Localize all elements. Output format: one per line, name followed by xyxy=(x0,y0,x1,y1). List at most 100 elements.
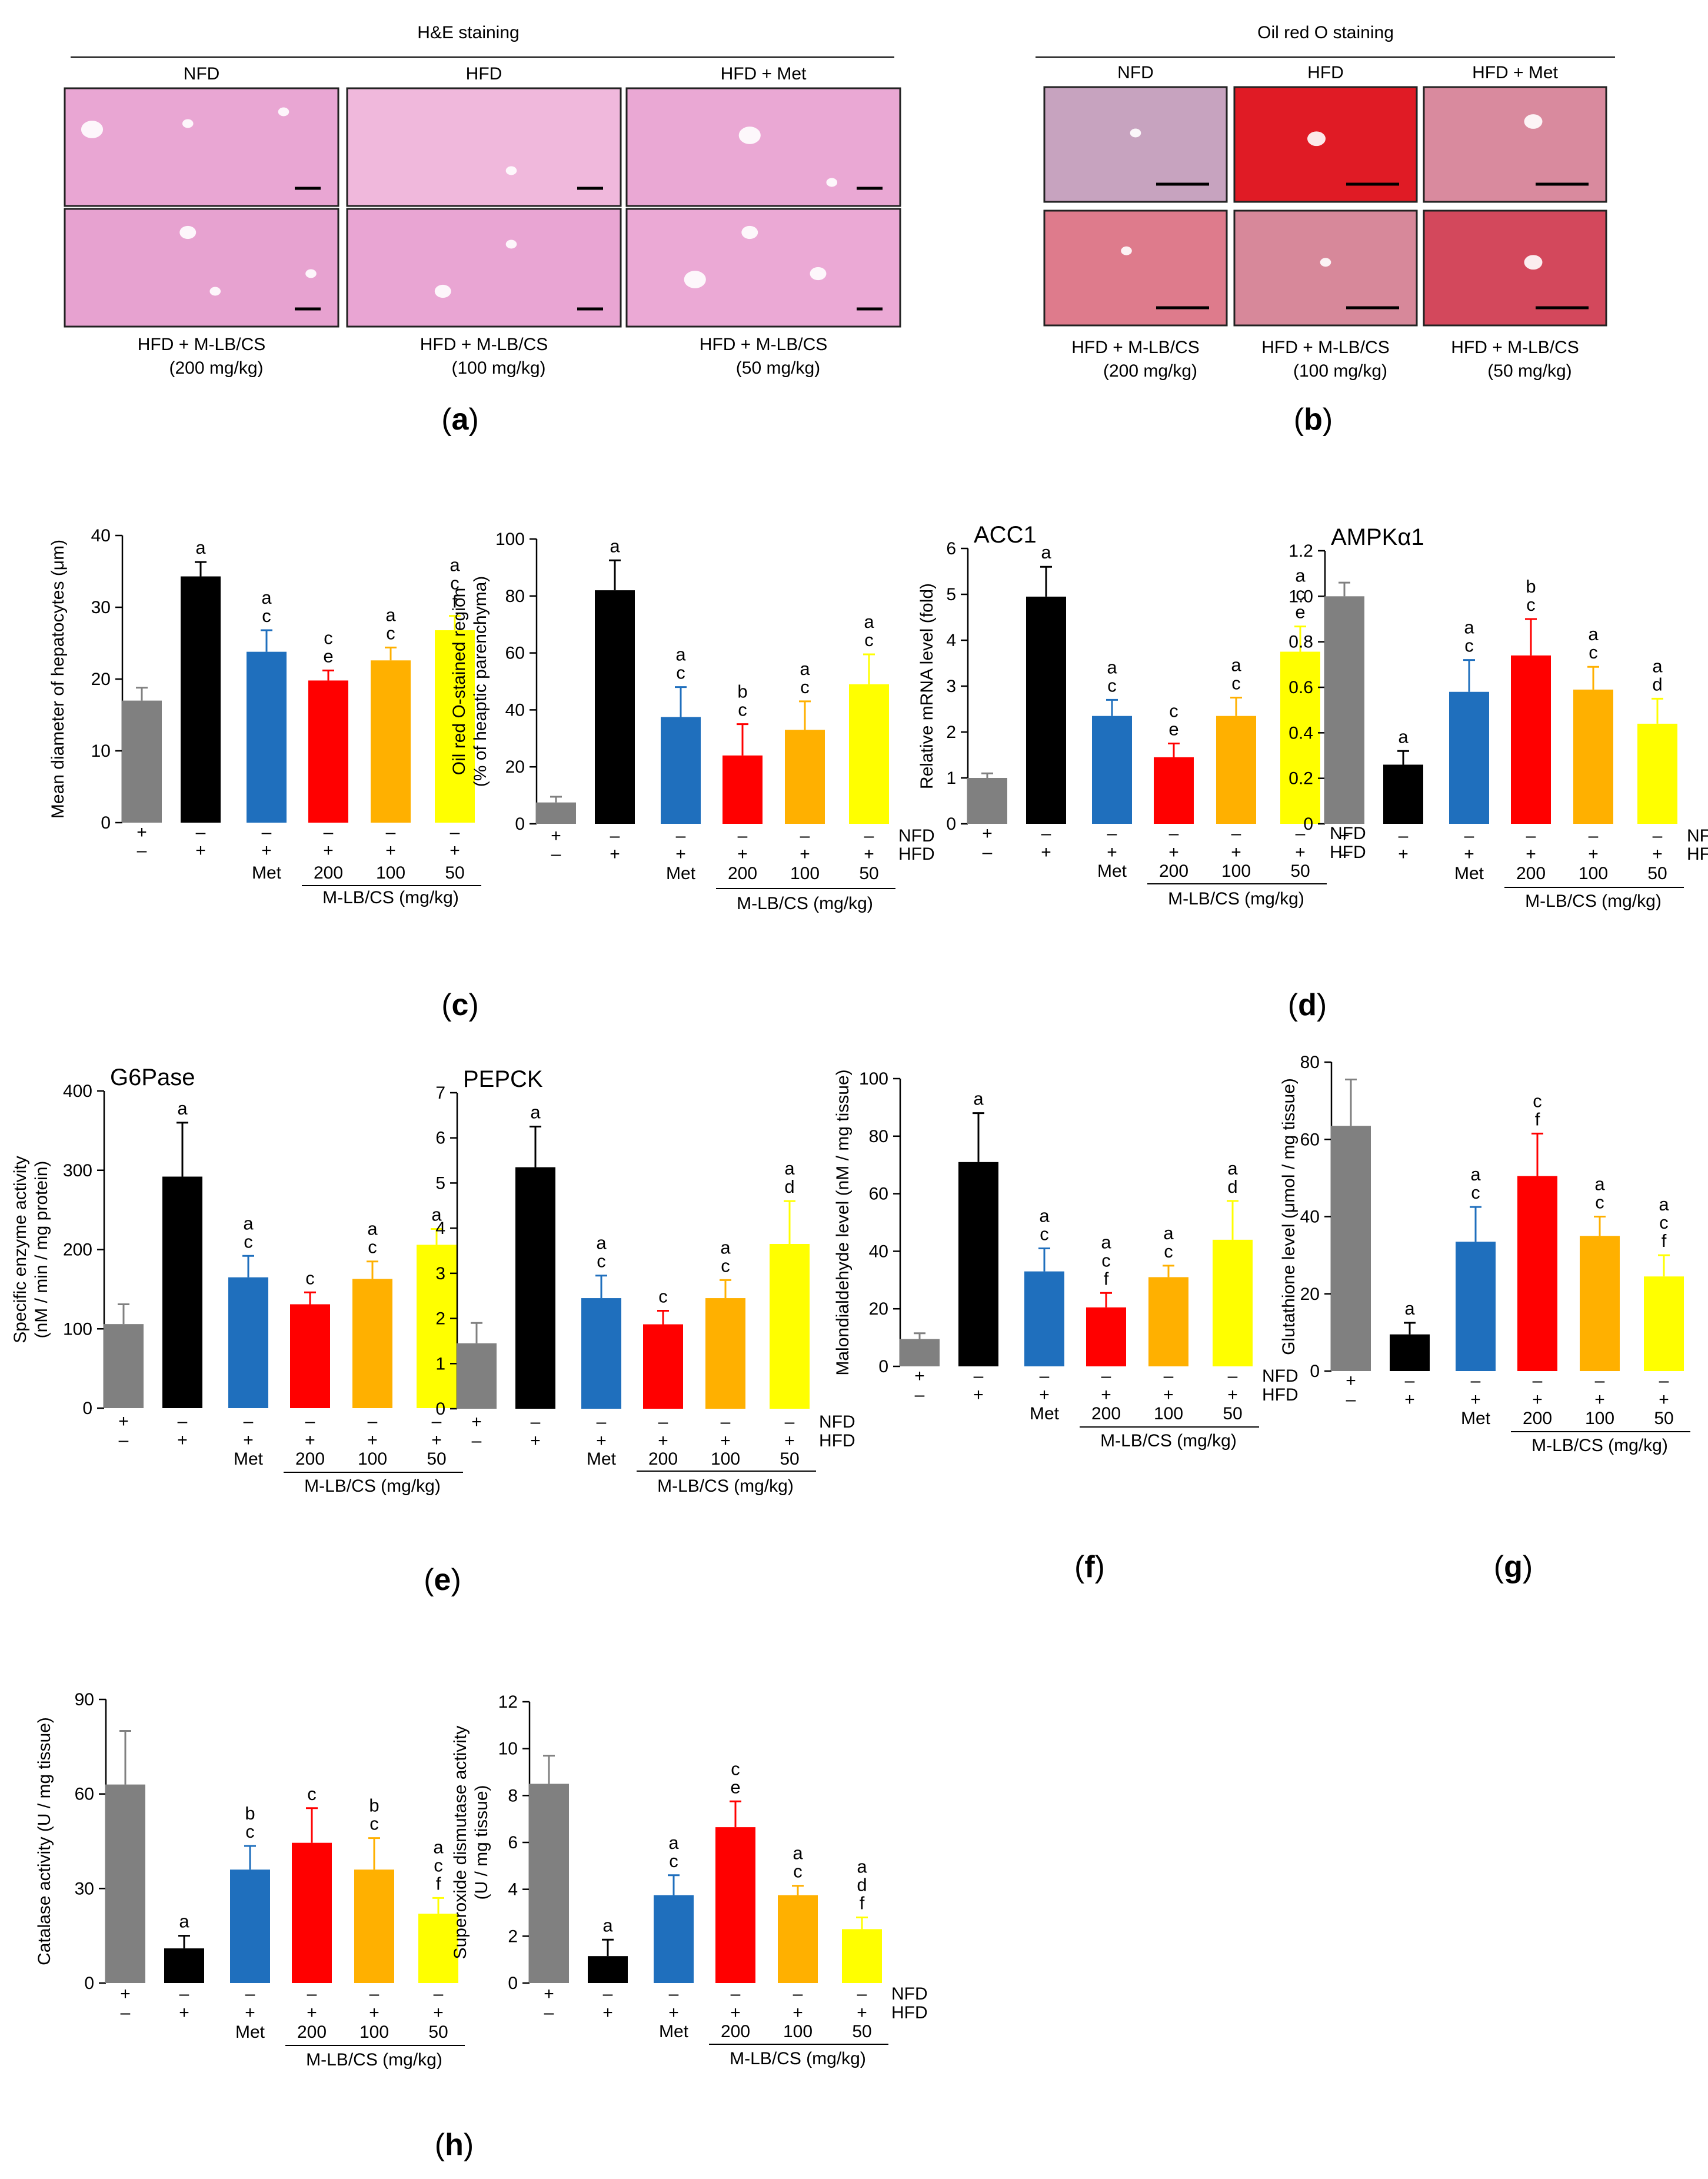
tissue-image xyxy=(64,87,339,207)
y-tick-label: 40 xyxy=(869,1242,888,1261)
bar xyxy=(1213,1239,1253,1366)
bar xyxy=(1324,596,1364,824)
significance-letter: a xyxy=(1163,1223,1174,1243)
panel-label-a: (a) xyxy=(441,402,479,437)
chart-title: G6Pase xyxy=(110,1064,195,1090)
hfd-sign: + xyxy=(800,844,810,864)
dose-label: HFD + M-LB/CS xyxy=(1071,338,1200,357)
y-tick-label: 0 xyxy=(878,1357,888,1376)
vessel-lumen xyxy=(182,119,194,128)
tissue-image xyxy=(625,208,901,328)
y-axis-label: Glutathione level (μmol / mg tissue) xyxy=(1279,1078,1299,1355)
hfd-sign: + xyxy=(1594,1390,1605,1409)
nfd-sign: – xyxy=(245,1984,255,2004)
nfd-sign: – xyxy=(731,1984,741,2004)
significance-letter: a xyxy=(596,1233,607,1253)
hfd-sign: + xyxy=(1107,843,1117,862)
y-tick-label: 2 xyxy=(946,723,956,742)
column-label: HFD + Met xyxy=(721,64,807,84)
significance-letter: c xyxy=(658,1286,668,1307)
dose-label: HFD + M-LB/CS xyxy=(1451,338,1579,357)
nfd-sign: – xyxy=(669,1984,679,2004)
nfd-sign: – xyxy=(531,1412,541,1432)
nfd-sign: – xyxy=(1040,1366,1050,1386)
y-tick-label: 0 xyxy=(946,814,956,834)
nfd-sign: – xyxy=(432,1412,442,1431)
y-tick-label: 60 xyxy=(869,1185,888,1204)
hfd-sign: + xyxy=(261,841,272,860)
y-tick-label: 80 xyxy=(869,1127,888,1146)
y-tick-label: 8 xyxy=(508,1786,518,1805)
bar xyxy=(654,1895,694,1983)
bar xyxy=(105,1784,145,1983)
significance-letter: a xyxy=(530,1102,541,1123)
nfd-row-label: NFD xyxy=(819,1412,855,1432)
significance-letter: c xyxy=(1101,1250,1111,1270)
y-tick-label: 0 xyxy=(1310,1362,1320,1381)
chart-title: ACC1 xyxy=(974,522,1037,548)
significance-letter: d xyxy=(857,1874,867,1895)
bar xyxy=(228,1277,268,1408)
y-tick-label: 20 xyxy=(1300,1285,1320,1304)
dose-label: HFD + M-LB/CS xyxy=(700,335,828,354)
vessel-lumen xyxy=(505,239,517,249)
chart-h1: 0 30 60 90 Catalase activity (U / mg tissue)… xyxy=(35,1690,465,2070)
treatment-label: 100 xyxy=(376,863,405,883)
bar xyxy=(1517,1176,1557,1371)
column-label: HFD xyxy=(1307,63,1344,82)
hfd-sign: + xyxy=(857,2003,867,2022)
significance-letter: c xyxy=(721,1255,730,1276)
significance-letter: b xyxy=(369,1795,379,1816)
nfd-sign: – xyxy=(1471,1371,1481,1390)
y-tick-label: 100 xyxy=(63,1319,92,1339)
bar xyxy=(1024,1271,1064,1366)
y-axis-label: (U / mg tissue) xyxy=(472,1785,491,1899)
significance-letter: c xyxy=(800,677,810,697)
significance-letter: a xyxy=(610,535,620,556)
nfd-sign: – xyxy=(1399,826,1409,846)
bar xyxy=(529,1784,569,1983)
tissue-image xyxy=(1423,209,1607,327)
significance-letter: d xyxy=(784,1176,794,1197)
treatment-label: 100 xyxy=(1154,1404,1183,1423)
hfd-sign: – xyxy=(121,2003,131,2022)
significance-letter: b xyxy=(245,1803,255,1824)
significance-letter: c xyxy=(793,1861,803,1882)
nfd-sign: – xyxy=(610,826,620,846)
nfd-sign: + xyxy=(1346,1371,1356,1390)
significance-letter: a xyxy=(1295,565,1306,586)
significance-letter: a xyxy=(668,1832,679,1853)
hfd-sign: + xyxy=(323,841,334,860)
y-tick-label: 4 xyxy=(946,631,956,650)
significance-letter: f xyxy=(436,1873,441,1894)
tissue-image xyxy=(625,87,901,207)
bar xyxy=(1390,1334,1430,1371)
nfd-sign: – xyxy=(1405,1371,1415,1390)
vessel-lumen xyxy=(1121,246,1132,255)
hfd-sign: + xyxy=(737,844,748,864)
y-tick-label: 0.8 xyxy=(1289,633,1313,652)
bar xyxy=(1383,764,1423,824)
column-label: NFD xyxy=(184,64,220,84)
vessel-lumen xyxy=(738,127,761,144)
hfd-sign: + xyxy=(1526,844,1536,864)
treatment-label: 50 xyxy=(1223,1404,1242,1423)
tissue-section xyxy=(64,87,339,207)
nfd-sign: – xyxy=(597,1412,607,1432)
hfd-sign: – xyxy=(551,844,561,864)
bar xyxy=(643,1324,683,1409)
hfd-sign: + xyxy=(675,844,686,864)
nfd-sign: – xyxy=(721,1412,731,1432)
hfd-sign: + xyxy=(305,1431,315,1450)
y-tick-label: 80 xyxy=(505,587,525,606)
significance-letter: e xyxy=(730,1777,740,1797)
significance-letter: a xyxy=(602,1915,613,1935)
significance-letter: c xyxy=(324,627,333,648)
significance-letter: a xyxy=(177,1098,188,1119)
treatment-label: 50 xyxy=(428,2022,448,2042)
bar xyxy=(723,755,763,824)
significance-letter: a xyxy=(1404,1298,1415,1319)
dose-label: (200 mg/kg) xyxy=(169,358,263,378)
bar xyxy=(581,1298,621,1409)
